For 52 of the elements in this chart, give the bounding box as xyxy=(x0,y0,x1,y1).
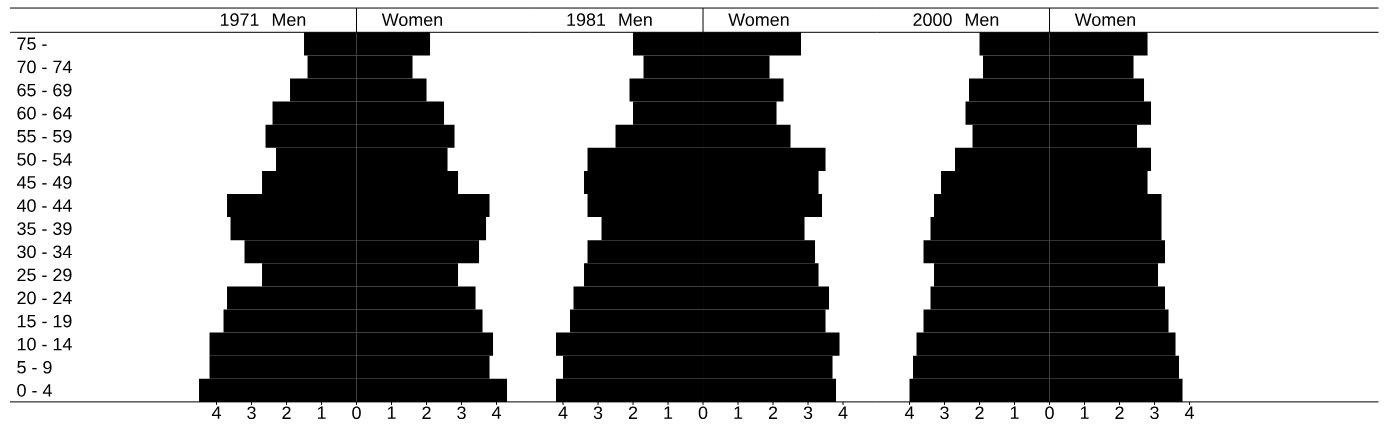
series-label: Men xyxy=(619,13,652,27)
legend-label: Women xyxy=(728,13,789,27)
y-tick-label: 65 - 69 xyxy=(17,83,72,97)
chart-title: 2000 xyxy=(913,13,952,27)
x-tick-label: 1 xyxy=(387,406,396,419)
x-tick-label: 4 xyxy=(838,406,848,419)
x-tick-label: 3 xyxy=(247,406,256,420)
x-tick-label: 4 xyxy=(491,406,501,419)
x-tick-label: 2 xyxy=(628,406,638,419)
y-tick-label: 25 - 29 xyxy=(17,268,72,282)
y-tick-label: 15 - 19 xyxy=(17,314,72,328)
x-tick-label: 1 xyxy=(1010,406,1019,419)
x-tick-label: 4 xyxy=(558,406,568,419)
y-tick-label: 70 - 74 xyxy=(17,60,72,74)
legend-label: Women xyxy=(381,13,443,27)
x-tick-label: 1 xyxy=(734,406,743,419)
y-tick-label: 10 - 14 xyxy=(17,337,72,351)
y-tick-label: 45 - 49 xyxy=(16,176,72,189)
x-tick-label: 2 xyxy=(975,406,984,419)
y-tick-label: 20 - 24 xyxy=(17,291,72,305)
x-tick-label: 3 xyxy=(940,406,949,420)
y-tick-label: 0 - 4 xyxy=(17,384,52,397)
x-tick-label: 2 xyxy=(1115,406,1124,419)
y-tick-label: 50 - 54 xyxy=(17,153,72,166)
y-tick-label: 30 - 34 xyxy=(17,245,72,259)
x-tick-label: 4 xyxy=(211,406,221,419)
x-tick-label: 0 xyxy=(352,406,361,420)
x-tick-label: 3 xyxy=(803,406,813,420)
y-tick-label: 60 - 64 xyxy=(17,106,72,120)
x-tick-label: 0 xyxy=(1045,406,1054,420)
x-tick-label: 2 xyxy=(282,406,291,419)
y-tick-label: 40 - 44 xyxy=(16,199,72,212)
chart-title: 1981 xyxy=(567,13,606,27)
x-tick-label: 2 xyxy=(768,406,778,419)
legend-label: Women xyxy=(1074,13,1136,27)
y-tick-label: 35 - 39 xyxy=(17,222,72,236)
x-tick-label: 1 xyxy=(1080,406,1089,419)
y-tick-label: 75 - xyxy=(17,37,47,51)
series-label: Men xyxy=(272,13,306,27)
x-tick-label: 4 xyxy=(1184,406,1194,419)
x-tick-label: 1 xyxy=(664,406,673,419)
x-tick-label: 3 xyxy=(593,406,603,420)
x-tick-label: 2 xyxy=(422,406,431,419)
x-tick-label: 3 xyxy=(1150,406,1159,420)
y-tick-label: 55 - 59 xyxy=(17,129,72,143)
y-tick-label: 5 - 9 xyxy=(17,360,52,374)
x-tick-label: 0 xyxy=(698,406,708,420)
chart-title: 1971 xyxy=(220,13,259,27)
series-label: Men xyxy=(965,13,999,27)
x-tick-label: 1 xyxy=(317,406,326,419)
x-tick-label: 4 xyxy=(904,406,914,419)
x-tick-label: 3 xyxy=(457,406,466,420)
